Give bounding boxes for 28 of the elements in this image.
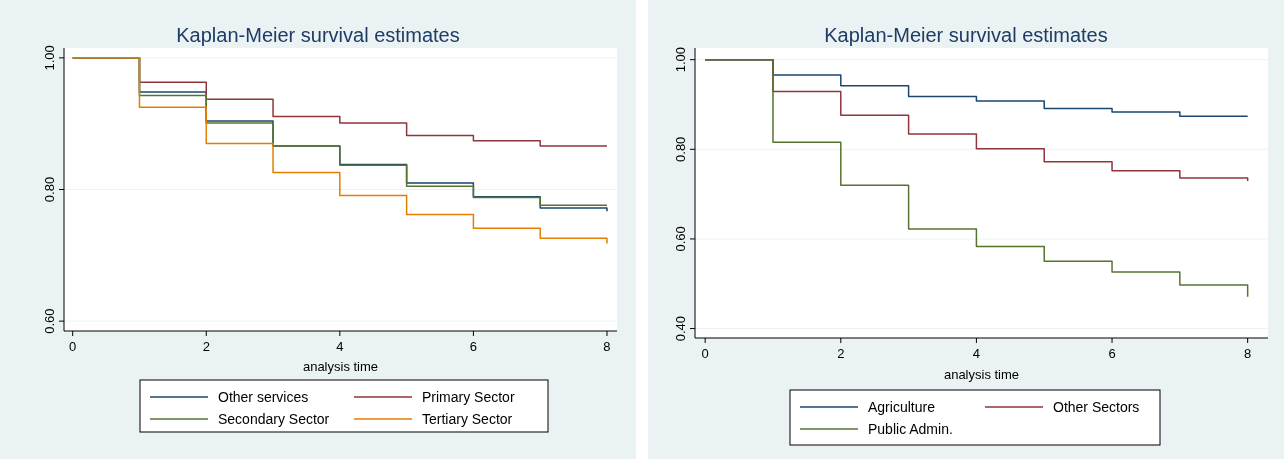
legend-label: Primary Sector [422, 389, 515, 405]
x-tick-label: 6 [469, 339, 478, 354]
x-tick-label: 4 [972, 346, 981, 361]
y-tick-label: 0.80 [673, 136, 688, 162]
x-tick-label: 6 [1108, 346, 1116, 361]
y-tick-label: 1.00 [42, 45, 57, 71]
legend-label: Agriculture [868, 399, 936, 415]
legend-label: Tertiary Sector [422, 411, 513, 427]
y-tick-label: 0.60 [42, 308, 57, 334]
legend-label: Secondary Sector [218, 411, 330, 427]
y-tick-label: 1.00 [673, 47, 688, 73]
x-axis-title: analysis time [302, 359, 379, 374]
x-tick-label: 2 [202, 339, 210, 354]
chart-title: Kaplan-Meier survival estimates [176, 24, 460, 46]
chart-title: Kaplan-Meier survival estimates [824, 24, 1108, 46]
y-tick-label: 0.80 [42, 176, 57, 203]
x-tick-label: 0 [701, 346, 709, 361]
x-tick-label: 8 [603, 339, 611, 354]
x-tick-label: 4 [336, 339, 344, 354]
legend-label: Public Admin. [868, 421, 953, 437]
x-axis-title: analysis time [943, 367, 1020, 382]
legend-label: Other services [218, 389, 309, 405]
legend-label: Other Sectors [1053, 399, 1140, 415]
x-tick-label: 0 [69, 339, 77, 354]
y-tick-label: 0.40 [673, 315, 688, 342]
x-tick-label: 8 [1244, 346, 1252, 361]
x-tick-label: 2 [837, 346, 845, 361]
y-tick-label: 0.60 [673, 226, 688, 252]
